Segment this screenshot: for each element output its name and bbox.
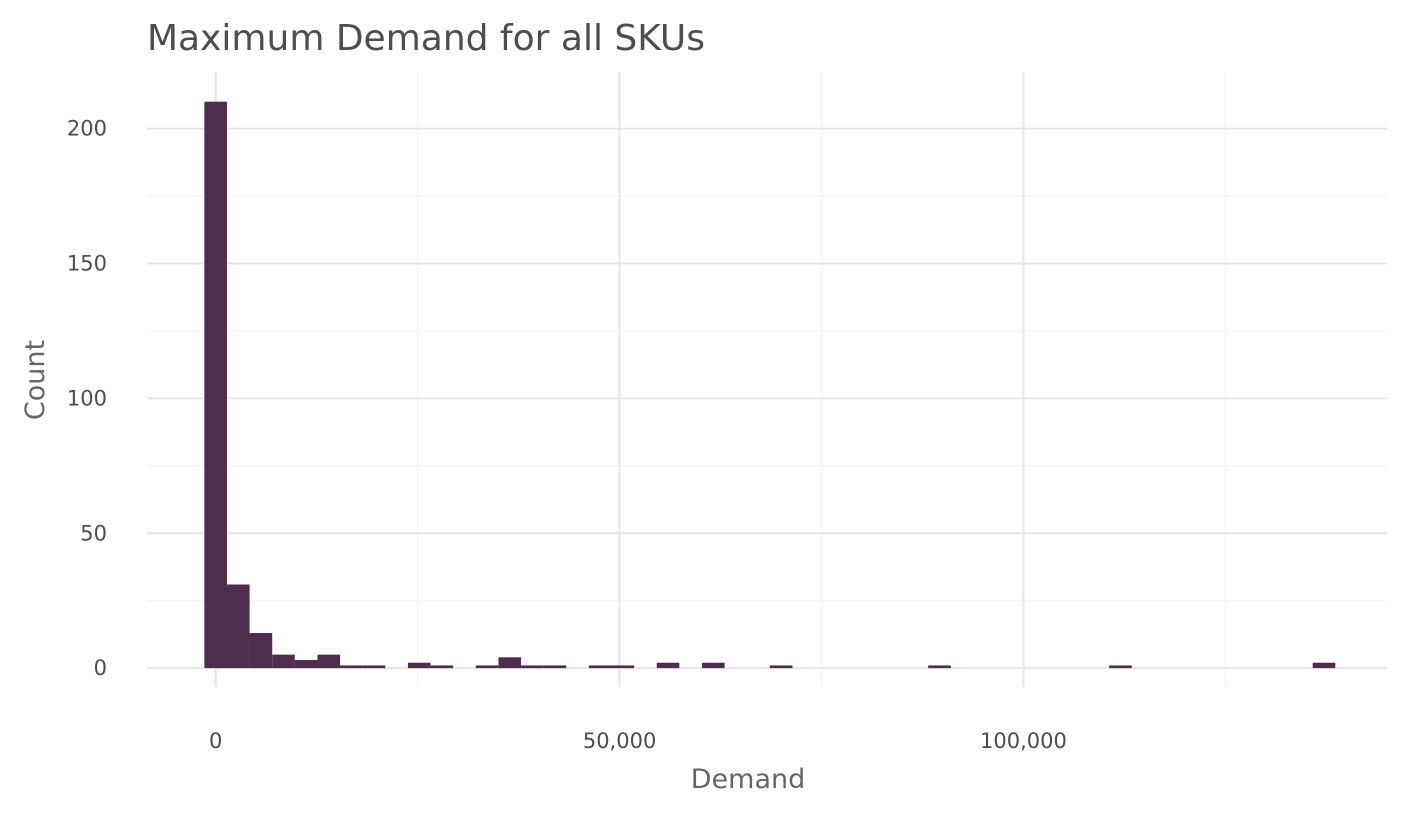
histogram-bars — [204, 101, 1336, 669]
minor-gridlines — [147, 72, 1387, 687]
histogram-bar — [204, 101, 227, 669]
histogram-bar — [1109, 665, 1132, 669]
histogram-bar — [294, 660, 318, 669]
y-tick-label: 50 — [80, 521, 107, 545]
histogram-bar — [1312, 662, 1336, 669]
x-tick-label: 0 — [209, 729, 222, 753]
histogram-bar — [362, 665, 386, 669]
y-tick-label: 150 — [67, 252, 107, 276]
histogram-bar — [769, 665, 793, 669]
x-tick-label: 50,000 — [583, 729, 656, 753]
histogram-bar — [430, 665, 454, 669]
y-axis-tick-labels: 0 50 100 150 200 — [67, 117, 107, 680]
histogram-bar — [588, 665, 612, 669]
chart-title: Maximum Demand for all SKUs — [147, 18, 705, 59]
x-axis-title: Demand — [691, 764, 806, 795]
y-tick-label: 200 — [67, 117, 107, 141]
histogram-bar — [407, 662, 431, 669]
histogram-bar — [611, 665, 635, 669]
histogram-bar — [317, 654, 341, 669]
histogram-bar — [272, 654, 295, 669]
histogram-bar — [226, 584, 250, 669]
histogram-bar — [543, 665, 567, 669]
histogram-bar — [498, 657, 522, 669]
histogram-bar — [475, 665, 499, 669]
y-axis-title: Count — [20, 340, 51, 420]
histogram-bar — [249, 633, 273, 669]
histogram-bar — [521, 665, 544, 669]
histogram-bar — [701, 662, 725, 669]
y-tick-label: 100 — [67, 386, 107, 410]
histogram-bar — [656, 662, 680, 669]
x-axis-tick-labels: 0 50,000 100,000 — [209, 729, 1067, 753]
x-tick-label: 100,000 — [980, 729, 1067, 753]
histogram-bar — [928, 665, 951, 669]
y-tick-label: 0 — [94, 656, 107, 680]
histogram-bar — [340, 665, 363, 669]
